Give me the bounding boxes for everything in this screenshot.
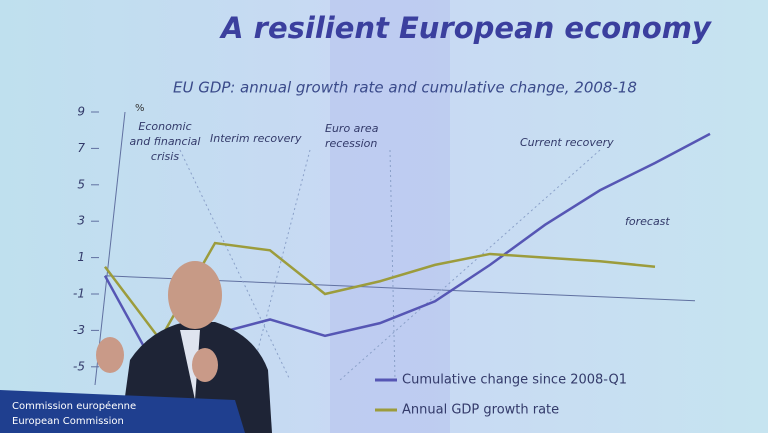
light-band — [330, 0, 450, 433]
podium — [0, 390, 245, 433]
annotation: Euro area recession — [325, 122, 379, 150]
y-tick-label: -1 — [73, 287, 85, 301]
head — [168, 261, 222, 329]
legend-label: Cumulative change since 2008-Q1 — [402, 373, 627, 388]
annotation-line: recession — [325, 137, 377, 150]
legend-label: Annual GDP growth rate — [402, 403, 559, 418]
y-axis — [94, 111, 126, 386]
period-divider — [389, 149, 396, 381]
shirt — [180, 330, 200, 400]
annotation-line: crisis — [151, 150, 179, 163]
y-tick-label: 1 — [77, 250, 85, 264]
title: A resilient European economy — [219, 11, 712, 45]
podium-text: Commission européenne — [12, 400, 136, 412]
y-tick-label: 5 — [77, 177, 85, 191]
hand — [192, 348, 218, 382]
annotation-line: Euro area — [325, 122, 379, 135]
annotation-line: Economic — [138, 120, 191, 133]
y-tick-label: -3 — [73, 323, 85, 337]
y-tick-label: 3 — [77, 214, 85, 228]
subtitle: EU GDP: annual growth rate and cumulativ… — [173, 79, 637, 97]
hand — [96, 337, 124, 373]
podium-text: European Commission — [12, 416, 124, 427]
y-tick-label: -5 — [73, 359, 85, 373]
annotation-line: and financial — [130, 135, 201, 148]
y-tick-label: 9 — [77, 105, 85, 119]
y-tick-label: 7 — [77, 141, 85, 155]
annotation: Economic and financial crisis — [130, 120, 201, 163]
annotation: forecast — [625, 215, 670, 228]
y-axis-label: % — [135, 103, 145, 114]
annotation: Interim recovery — [210, 132, 302, 145]
annotation: Current recovery — [520, 136, 614, 149]
